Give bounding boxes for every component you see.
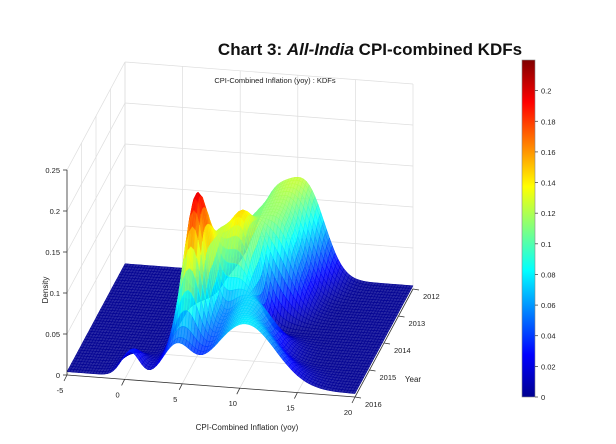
colorbar-tick-label: 0.16 [541, 148, 556, 157]
x-tick-label: 15 [286, 404, 294, 413]
z-tick-label: 0 [56, 371, 60, 380]
x-tick-label: -5 [57, 386, 64, 395]
year-tick [354, 396, 362, 399]
x-tick [351, 396, 356, 404]
z-tick-label: 0.25 [45, 166, 60, 175]
y-axis-label: Year [405, 375, 422, 384]
z-tick-label: 0.1 [50, 289, 60, 298]
x-tick-label: 20 [344, 408, 352, 417]
colorbar-tick-label: 0.14 [541, 179, 556, 188]
year-tick-label: 2013 [409, 319, 426, 328]
surface-patch [351, 390, 357, 394]
z-tick-label: 0.15 [45, 248, 60, 257]
year-tick-label: 2012 [423, 292, 440, 301]
year-tick [369, 369, 376, 372]
colorbar-ticks: 0 0.02 0.04 0.06 0.08 0.1 0.12 0.14 0.16 0.18 0.2 [535, 87, 556, 402]
year-tick-label: 2015 [380, 373, 397, 382]
colorbar-tick-label: 0.12 [541, 209, 556, 218]
title-italic: All-India [286, 40, 354, 59]
year-tick [383, 342, 391, 345]
axes: 0 0.05 0.1 0.15 0.2 0.25 -5 0 5 10 15 20 2012 2013 201… [45, 166, 439, 417]
colorbar-tick-label: 0.08 [541, 270, 556, 279]
z-tick-label: 0.2 [50, 207, 60, 216]
colorbar-tick-label: 0.04 [541, 332, 556, 341]
x-tick-label: 0 [116, 390, 120, 399]
title-suffix: CPI-combined KDFs [353, 40, 523, 59]
z-axis-label: Density [41, 277, 50, 304]
grid-line [124, 143, 414, 167]
x-tick [121, 379, 125, 386]
colorbar-tick-label: 0.2 [541, 87, 551, 96]
year-tick-label: 2014 [394, 346, 411, 355]
colorbar-tick-label: 0.18 [541, 117, 556, 126]
x-tick [63, 374, 68, 382]
year-tick-label: 2016 [365, 400, 382, 409]
chart-title: Chart 3: All-India CPI-combined KDFs [170, 40, 570, 60]
x-axis-line [66, 374, 356, 398]
title-prefix: Chart 3: [217, 40, 287, 59]
x-tick-label: 5 [173, 395, 177, 404]
colorbar-tick-label: 0.1 [541, 240, 551, 249]
year-tick [412, 288, 420, 291]
subtitle: CPI-Combined Inflation (yoy) : KDFs [214, 76, 336, 85]
colorbar-tick-label: 0 [541, 393, 545, 402]
z-tick-label: 0.05 [45, 330, 60, 339]
x-tick [236, 388, 241, 395]
x-tick-label: 10 [229, 399, 237, 408]
x-axis-label: CPI-Combined Inflation (yoy) [196, 423, 299, 432]
colorbar [521, 59, 536, 398]
year-tick [398, 315, 405, 318]
grid-line [124, 61, 414, 85]
colorbar-tick-label: 0.02 [541, 362, 556, 371]
grid-line [124, 102, 414, 126]
density-surface [66, 176, 414, 394]
x-tick [294, 392, 298, 399]
colorbar-tick-label: 0.06 [541, 301, 556, 310]
x-tick [178, 383, 183, 390]
